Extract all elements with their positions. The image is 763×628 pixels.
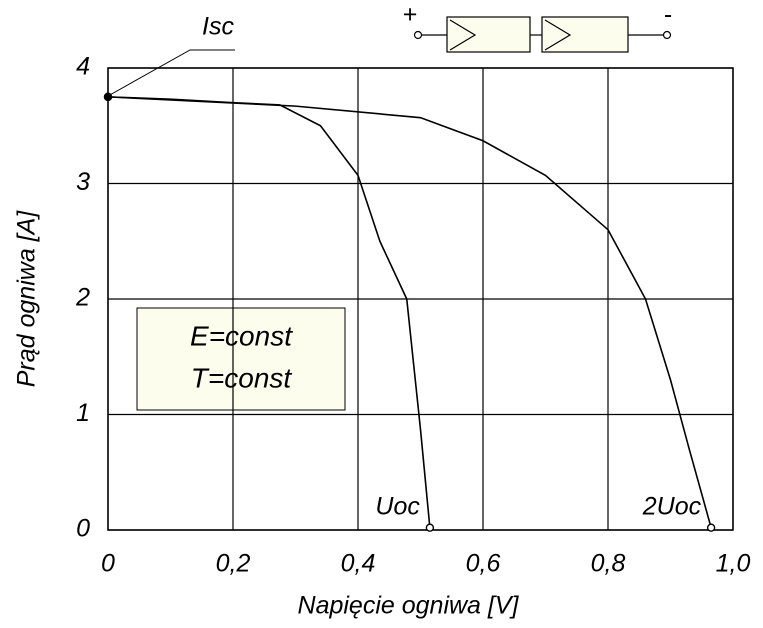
circuit-diagram	[413, 16, 672, 53]
box-text: T=const	[191, 362, 293, 393]
box-text: E=const	[190, 320, 293, 351]
condition-box	[136, 307, 346, 411]
y-axis-label: Prąd ogniwa [A]	[13, 210, 41, 388]
x-tick-label: 0,8	[591, 550, 626, 578]
end-marker	[103, 92, 113, 102]
end-marker	[706, 523, 716, 532]
y-tick-label: 0	[76, 515, 90, 543]
x-tick-label: 0,6	[466, 550, 501, 578]
minus-sign: -	[664, 1, 672, 29]
x-tick-label: 0,2	[216, 550, 251, 578]
y-tick-label: 4	[76, 53, 90, 81]
x-tick-label: 1,0	[716, 550, 751, 578]
x-tick-label: 0,4	[341, 550, 376, 578]
isc-label: Isc	[202, 13, 234, 41]
y-tick-label: 3	[76, 168, 90, 196]
isc-leader	[107, 49, 235, 97]
iv-curve	[107, 96, 712, 528]
end-marker	[425, 523, 435, 532]
y-tick-label: 1	[76, 399, 90, 427]
y-tick-label: 2	[75, 284, 90, 312]
x-axis-label: Napięcie ogniwa [V]	[298, 592, 520, 620]
plus-sign: +	[403, 1, 418, 29]
series-label: Uoc	[375, 493, 420, 521]
series-label: 2Uoc	[642, 493, 702, 521]
x-tick-label: 0	[101, 550, 115, 578]
plot-frame	[107, 67, 734, 531]
